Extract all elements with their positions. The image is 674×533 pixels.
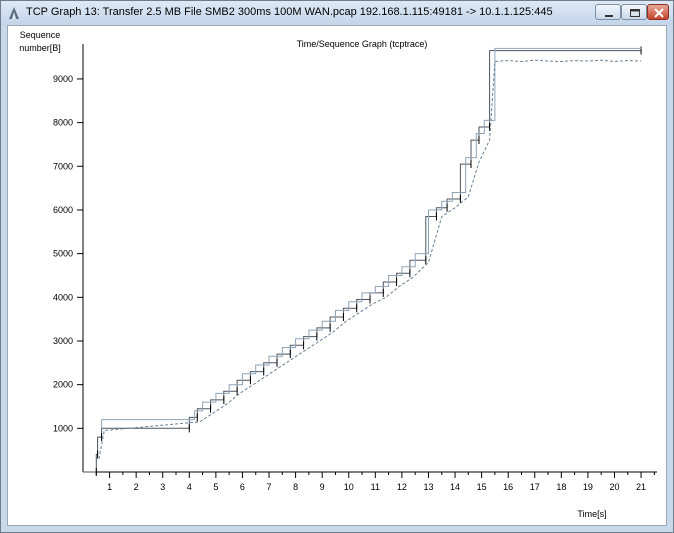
series-sack — [98, 59, 642, 459]
x-axis-label: Time[s] — [577, 509, 606, 519]
x-tick-label: 1 — [107, 482, 112, 492]
x-tick-label: 17 — [530, 482, 540, 492]
x-tick-label: 10 — [344, 482, 354, 492]
x-tick-label: 21 — [636, 482, 646, 492]
time-sequence-graph: Time/Sequence Graph (tcptrace) Sequence … — [19, 30, 657, 519]
y-tick-label: 5000 — [53, 249, 73, 259]
maximize-icon — [630, 9, 640, 17]
x-tick-label: 19 — [583, 482, 593, 492]
wireshark-fin-icon — [9, 7, 19, 19]
series-window — [101, 47, 642, 429]
x-tick-label: 16 — [503, 482, 513, 492]
y-tick-label: 7000 — [53, 161, 73, 171]
x-tick-label: 20 — [609, 482, 619, 492]
graph-area[interactable]: Time/Sequence Graph (tcptrace) Sequence … — [7, 25, 667, 526]
y-tick-label: 4000 — [53, 292, 73, 302]
x-tick-label: 13 — [423, 482, 433, 492]
y-tick-label: 1000 — [53, 423, 73, 433]
y-tick-label: 8000 — [53, 118, 73, 128]
y-tick-label: 9000 — [53, 74, 73, 84]
x-tick-label: 6 — [240, 482, 245, 492]
y-tick-label: 6000 — [53, 205, 73, 215]
window-title: TCP Graph 13: Transfer 2.5 MB File SMB2 … — [26, 6, 553, 18]
x-tick-label: 12 — [397, 482, 407, 492]
x-tick-label: 14 — [450, 482, 460, 492]
title-bar[interactable]: TCP Graph 13: Transfer 2.5 MB File SMB2 … — [1, 1, 673, 25]
maximize-button[interactable] — [621, 4, 647, 20]
x-tick-label: 9 — [320, 482, 325, 492]
x-tick-label: 11 — [371, 482, 380, 492]
x-tick-label: 15 — [477, 482, 487, 492]
minimize-icon — [605, 15, 613, 17]
x-tick-label: 3 — [160, 482, 165, 492]
chart-title: Time/Sequence Graph (tcptrace) — [297, 39, 428, 49]
x-tick-label: 7 — [267, 482, 272, 492]
close-button[interactable] — [647, 4, 669, 20]
x-tick-label: 4 — [187, 482, 192, 492]
x-tick-label: 8 — [293, 482, 298, 492]
series-ack — [83, 50, 642, 473]
x-tick-label: 18 — [556, 482, 566, 492]
y-tick-label: 2000 — [53, 380, 73, 390]
y-tick-label: 3000 — [53, 336, 73, 346]
y-axis-label-line1: Sequence — [20, 30, 61, 40]
close-icon — [654, 8, 664, 18]
plot-series — [83, 46, 642, 476]
y-axis-label-line2: number[B] — [19, 43, 61, 53]
x-tick-label: 2 — [134, 482, 139, 492]
x-tick-label: 5 — [213, 482, 218, 492]
minimize-button[interactable] — [595, 4, 621, 20]
